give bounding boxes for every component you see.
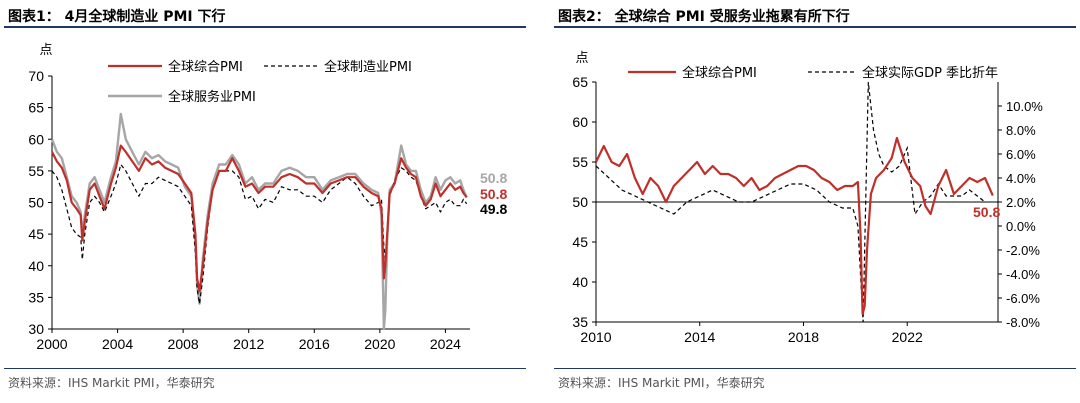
chart-title-right: 图表2： 全球综合 PMI 受服务业拖累有所下行 xyxy=(558,9,850,25)
x-tick-label: 2008 xyxy=(168,336,199,352)
chart-panel-right: 图表2： 全球综合 PMI 受服务业拖累有所下行 点 35 40 45 50 55 60 65… xyxy=(550,0,1080,403)
y2-tick-label: 6.0% xyxy=(1006,147,1036,162)
y-tick-label: 50 xyxy=(572,194,588,210)
end-value-label: 50.8 xyxy=(480,170,507,186)
chart-title-left: 图表1： 4月全球制造业 PMI 下行 xyxy=(8,9,226,25)
title-rule-left xyxy=(4,26,526,28)
source-rule-left xyxy=(4,368,526,369)
y-tick-label: 50 xyxy=(28,195,44,211)
x-tick-label: 2014 xyxy=(684,329,715,345)
y-tick-label: 45 xyxy=(572,234,588,250)
x-tick-label: 2012 xyxy=(233,336,264,352)
y-tick-label: 60 xyxy=(28,131,44,147)
legend-label: 全球服务业PMI xyxy=(168,89,256,105)
series-line-1 xyxy=(51,163,468,305)
y-tick-label: 30 xyxy=(28,321,44,337)
source-rule-right xyxy=(554,368,1076,369)
x-tick-label: 2024 xyxy=(430,336,461,352)
end-value-label: 50.8 xyxy=(973,204,1000,220)
y-tick-label: 35 xyxy=(572,314,588,330)
x-tick-label: 2000 xyxy=(36,336,67,352)
source-note-left: 资料来源：IHS Markit PMI，华泰研究 xyxy=(8,376,215,390)
x-tick-label: 2022 xyxy=(892,329,923,345)
y-axis-label: 点 xyxy=(575,51,588,66)
y-tick-label: 45 xyxy=(28,226,44,242)
y2-tick-label: -2.0% xyxy=(1006,243,1040,258)
y-tick-label: 35 xyxy=(28,289,44,305)
series-line-1 xyxy=(596,81,986,322)
source-note-right: 资料来源：IHS Markit PMI，华泰研究 xyxy=(558,376,765,390)
y2-tick-label: 2.0% xyxy=(1006,195,1036,210)
title-rule-right xyxy=(554,26,1076,28)
end-value-label: 49.8 xyxy=(480,201,507,217)
legend-label: 全球制造业PMI xyxy=(324,59,412,75)
x-tick-label: 2004 xyxy=(102,336,133,352)
y-tick-label: 65 xyxy=(28,100,44,116)
series-line-0 xyxy=(51,144,468,293)
y-tick-label: 55 xyxy=(572,154,588,170)
y2-tick-label: -4.0% xyxy=(1006,267,1040,282)
x-tick-label: 2010 xyxy=(580,329,611,345)
series-line-2 xyxy=(50,112,468,331)
chart-panel-left: 图表1： 4月全球制造业 PMI 下行 点 30 35 40 45 50 55 60 65 70 2… xyxy=(0,0,530,403)
y-tick-label: 60 xyxy=(572,114,588,130)
y-tick-label: 70 xyxy=(28,68,44,84)
y-tick-label: 40 xyxy=(28,258,44,274)
y-tick-label: 65 xyxy=(572,74,588,90)
y-tick-label: 55 xyxy=(28,163,44,179)
y-tick-label: 40 xyxy=(572,274,588,290)
x-tick-label: 2016 xyxy=(299,336,330,352)
y2-tick-label: -6.0% xyxy=(1006,291,1040,306)
y2-tick-label: 4.0% xyxy=(1006,171,1036,186)
y2-tick-label: -8.0% xyxy=(1006,315,1040,330)
x-tick-label: 2020 xyxy=(364,336,395,352)
end-value-label: 50.8 xyxy=(480,186,507,202)
legend-label: 全球实际GDP 季比折年 xyxy=(862,65,998,81)
chart-svg-right: 点 35 40 45 50 55 60 65 -8.0% -6.0% -4.0% -2.0% 0.0% 2… xyxy=(572,51,1043,345)
y2-tick-label: 10.0% xyxy=(1006,99,1043,114)
series-line-0 xyxy=(596,136,994,316)
legend-label: 全球综合PMI xyxy=(168,59,243,75)
y-axis-label: 点 xyxy=(39,43,52,58)
y2-tick-label: 0.0% xyxy=(1006,219,1036,234)
y2-tick-label: 8.0% xyxy=(1006,123,1036,138)
x-tick-label: 2018 xyxy=(788,329,819,345)
legend-label: 全球综合PMI xyxy=(682,65,757,81)
chart-svg-left: 点 30 35 40 45 50 55 60 65 70 2000 2004 2008 2012 2016 2… xyxy=(28,43,507,352)
